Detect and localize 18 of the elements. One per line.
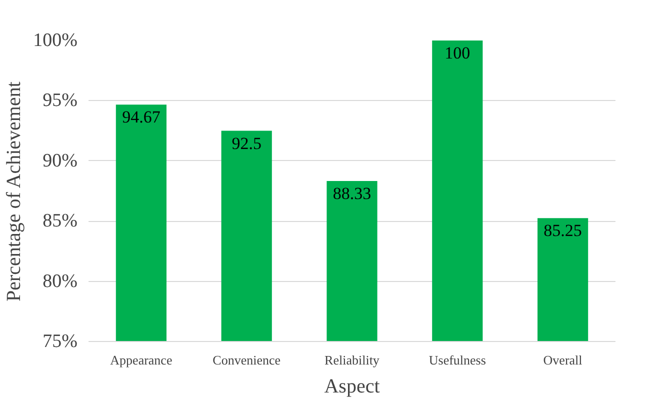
data-label: 92.5 [232,134,262,153]
data-label: 94.67 [122,108,161,127]
x-tick-label: Appearance [110,352,172,368]
data-label: 100 [444,44,470,62]
x-tick-label: Convenience [212,352,281,368]
y-tick-label: 100% [33,30,78,51]
y-axis-title: Percentage of Achievement [3,81,26,302]
y-tick-label: 95% [42,90,78,112]
y-tick-label: 90% [42,150,78,172]
x-axis-title: Aspect [324,376,380,398]
x-tick-label: Reliability [324,352,380,368]
data-label: 88.33 [332,184,372,204]
y-tick-label: 85% [42,210,78,232]
x-tick-label: Usefulness [428,352,486,368]
data-label: 85.25 [544,221,582,240]
y-tick-label: 80% [42,270,78,292]
x-tick-label: Overall [543,352,583,368]
y-tick-label: 75% [42,331,78,352]
